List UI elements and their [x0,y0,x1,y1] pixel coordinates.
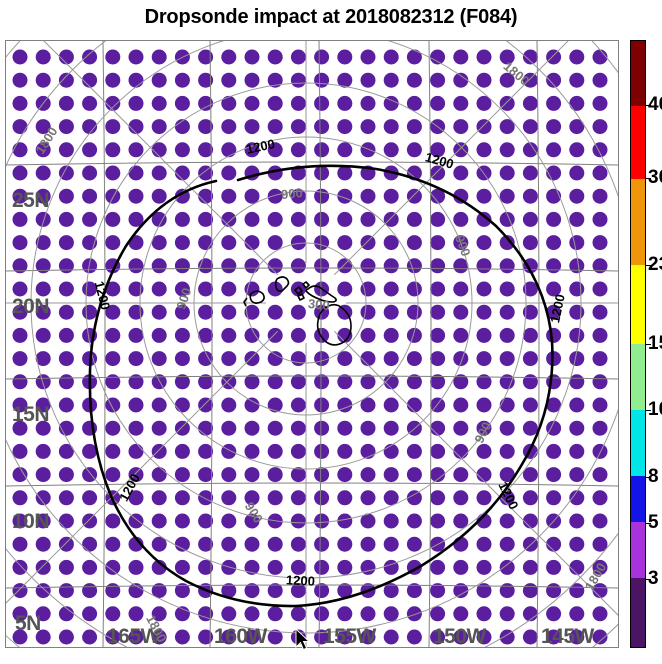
colorbar-tick-group: 40 30 23 15 10 8 5 3 [630,40,662,648]
colorbar-segment-2 [631,178,645,266]
colorbar-tick-15: 15 [648,333,662,354]
colorbar-segment-0 [631,41,645,106]
colorbar-segment-1 [631,105,645,179]
page-title: Dropsonde impact at 2018082312 (F084) [144,5,518,28]
colorbar[interactable] [630,40,646,648]
colorbar-tick-40: 40 [648,94,662,116]
lon-label-145w: 145W [541,625,594,648]
lat-label-20n: 20N [12,295,50,318]
colorbar-segment-7 [631,522,645,578]
colorbar-tick-10: 10 [648,399,662,421]
colorbar-tick-30: 30 [648,167,662,189]
colorbar-tick-8: 8 [648,465,659,487]
colorbar-segment-6 [631,476,645,523]
lat-label-15n: 15N [12,403,50,426]
map-plot-area[interactable]: 25N 20N 15N 10N 5N 165W 160W 155W 150W 1… [5,40,619,648]
colorbar-tick-3: 3 [648,567,659,589]
lat-label-10n: 10N [12,510,50,533]
lon-label-150w: 150W [433,625,486,648]
colorbar-tick-23: 23 [648,253,662,275]
lon-label-160w: 160W [214,625,267,648]
map-graticule-and-coastlines [6,41,618,647]
colorbar-segment-3 [631,265,645,344]
mouse-pointer-icon [295,628,311,651]
lat-label-5n: 5N [15,612,41,635]
observation-dot-field [12,49,608,645]
lat-label-25n: 25N [12,189,50,212]
colorbar-segment-4 [631,344,645,411]
colorbar-segment-8 [631,577,645,647]
lon-label-165w: 165W [107,625,160,648]
colorbar-tick-5: 5 [648,511,659,533]
lon-label-155w: 155W [323,625,376,648]
colorbar-segment-5 [631,410,645,477]
